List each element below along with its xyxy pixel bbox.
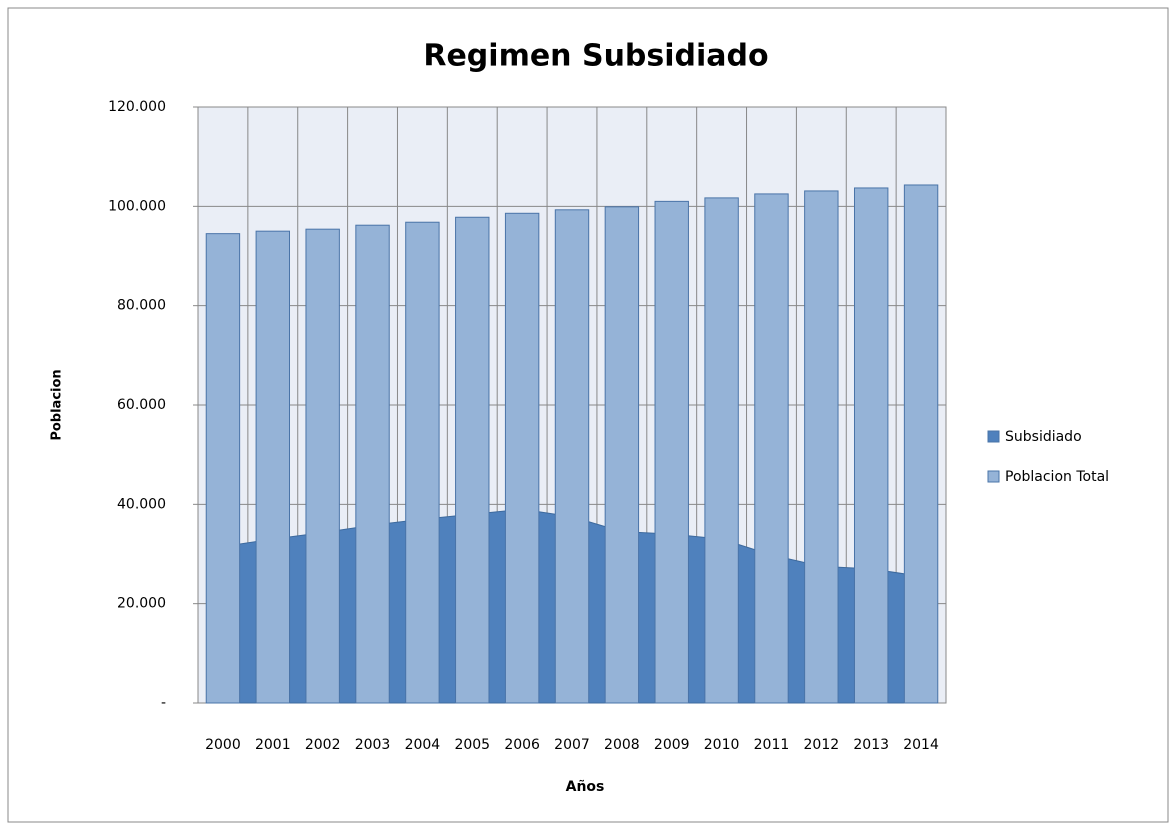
- legend-label: Poblacion Total: [1005, 469, 1109, 485]
- x-tick-label: 2010: [704, 737, 740, 753]
- x-tick-label: 2006: [504, 737, 540, 753]
- x-tick-label: 2005: [454, 737, 490, 753]
- x-tick-label: 2007: [554, 737, 590, 753]
- x-tick-label: 2009: [654, 737, 690, 753]
- bar: [853, 187, 889, 704]
- bar: [704, 197, 739, 704]
- x-tick-label: 2008: [604, 737, 640, 753]
- x-tick-label: 2004: [405, 737, 441, 753]
- x-tick-label: 2013: [853, 737, 889, 753]
- bar: [804, 190, 839, 704]
- bar: [405, 221, 440, 704]
- x-tick-label: 2012: [804, 737, 840, 753]
- bar: [455, 216, 490, 704]
- bar: [305, 228, 340, 704]
- legend-label: Subsidiado: [1005, 429, 1082, 445]
- y-tick-label: 120.000: [108, 99, 166, 115]
- chart-title: Regimen Subsidiado: [423, 39, 768, 74]
- bar: [654, 200, 689, 704]
- y-axis-title: Poblacion: [50, 369, 65, 440]
- y-tick-label: 20.000: [117, 596, 166, 612]
- x-tick-label: 2000: [205, 737, 241, 753]
- bar: [255, 230, 291, 704]
- y-tick-label: 40.000: [117, 496, 166, 512]
- bar: [754, 193, 789, 704]
- x-tick-label: 2001: [255, 737, 291, 753]
- legend-swatch: [987, 470, 1000, 483]
- bar: [554, 209, 590, 704]
- bar: [604, 206, 640, 704]
- bar: [205, 233, 241, 704]
- legend-swatch: [987, 430, 1000, 443]
- x-axis-title: Años: [566, 779, 605, 795]
- y-tick-label: 80.000: [117, 298, 166, 314]
- y-tick-label: 100.000: [108, 198, 166, 214]
- y-tick-label: -: [161, 695, 166, 711]
- x-tick-label: 2002: [305, 737, 341, 753]
- x-tick-label: 2014: [903, 737, 939, 753]
- bar: [504, 212, 540, 704]
- y-tick-label: 60.000: [117, 397, 166, 413]
- x-tick-label: 2003: [355, 737, 391, 753]
- bar: [903, 184, 939, 704]
- bar: [355, 224, 390, 704]
- x-tick-label: 2011: [754, 737, 790, 753]
